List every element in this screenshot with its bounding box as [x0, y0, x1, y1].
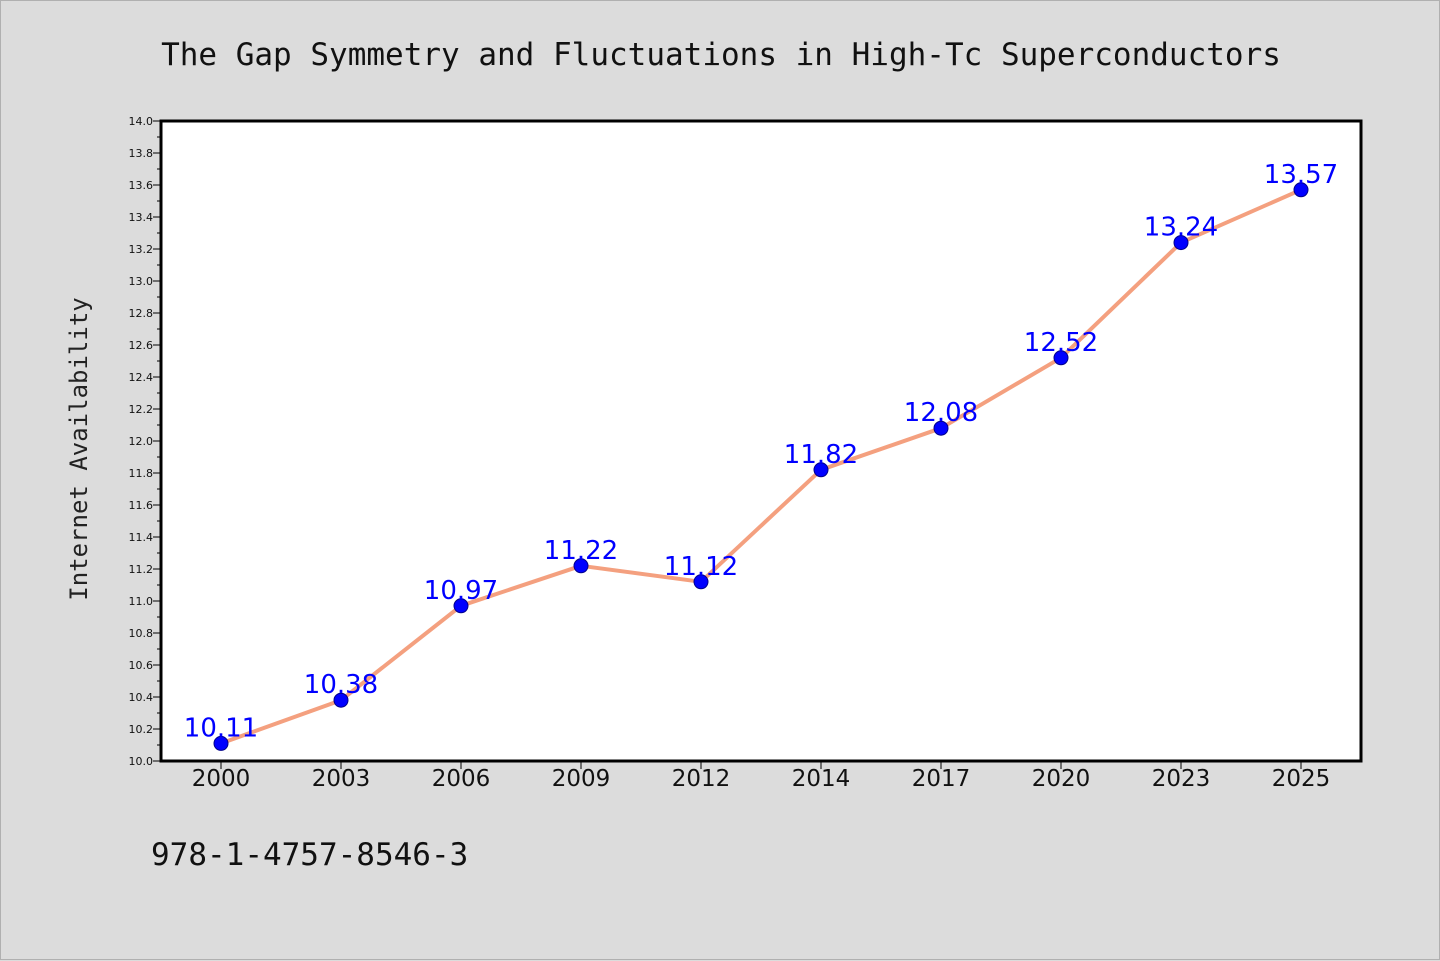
x-tick-label: 2006: [432, 766, 491, 792]
y-tick-label: 14.0: [129, 115, 154, 128]
data-label: 11.82: [784, 440, 858, 470]
y-tick-label: 11.0: [129, 595, 154, 608]
x-tick-label: 2025: [1272, 766, 1331, 792]
data-point: [813, 462, 829, 478]
y-tick-label: 10.0: [129, 755, 154, 768]
data-label: 12.52: [1024, 328, 1098, 358]
x-tick-label: 2017: [912, 766, 971, 792]
data-point: [1173, 235, 1189, 251]
x-tick-label: 2000: [192, 766, 251, 792]
series-line: [220, 187, 1302, 746]
x-tick-label: 2020: [1032, 766, 1091, 792]
series-layer: [213, 182, 1309, 751]
x-tick-label: 2014: [792, 766, 851, 792]
y-tick-label: 10.8: [129, 627, 154, 640]
data-point: [1293, 182, 1309, 198]
y-tick-label: 13.4: [129, 211, 154, 224]
y-tick-label: 11.6: [129, 499, 154, 512]
chart-title: The Gap Symmetry and Fluctuations in Hig…: [161, 37, 1281, 73]
y-axis-label: Internet Availability: [65, 297, 93, 600]
plot-border: [159, 119, 1363, 763]
y-tick-label: 13.6: [129, 179, 154, 192]
x-axis: 2000 2003 2006 2009 2012 2014 2017 2020 2023 2025: [192, 761, 1331, 792]
y-tick-label: 11.2: [129, 563, 154, 576]
data-point: [573, 558, 589, 574]
data-labels: 10.11 10.38 10.97 11.22 11.12 11.82 12.08 12.52…: [184, 160, 1338, 744]
y-tick-label: 12.4: [129, 371, 154, 384]
y-tick-label: 10.4: [129, 691, 154, 704]
y-tick-label: 13.8: [129, 147, 154, 160]
y-tick-label: 13.0: [129, 275, 154, 288]
data-label: 10.38: [304, 670, 378, 700]
x-tick-label: 2023: [1152, 766, 1211, 792]
y-tick-label: 11.4: [129, 531, 154, 544]
y-tick-label: 12.2: [129, 403, 154, 416]
data-label: 13.24: [1144, 213, 1218, 243]
x-tick-label: 2003: [312, 766, 371, 792]
y-axis: 10.0 10.2 10.4 10.6 10.8 11.0 11.2 11.4 11.6 11.8…: [129, 115, 161, 768]
data-label: 11.22: [544, 536, 618, 566]
y-tick-label: 10.2: [129, 723, 154, 736]
data-point: [933, 420, 949, 436]
y-tick-label: 12.0: [129, 435, 154, 448]
data-point: [1053, 350, 1069, 366]
data-label: 11.12: [664, 552, 738, 582]
y-tick-label: 10.6: [129, 659, 154, 672]
data-label: 12.08: [904, 398, 978, 428]
y-tick-label: 13.2: [129, 243, 154, 256]
y-tick-label: 11.8: [129, 467, 154, 480]
data-point: [453, 598, 469, 614]
data-point: [693, 574, 709, 590]
data-label: 10.11: [184, 713, 258, 743]
x-tick-label: 2012: [672, 766, 731, 792]
data-point: [213, 735, 229, 751]
x-tick-label: 2009: [552, 766, 611, 792]
data-label: 10.97: [424, 576, 498, 606]
data-point: [333, 692, 349, 708]
y-tick-label: 12.6: [129, 339, 154, 352]
footer-code: 978-1-4757-8546-3: [151, 837, 468, 873]
data-label: 13.57: [1264, 160, 1338, 190]
y-tick-label: 12.8: [129, 307, 154, 320]
plot-area: [161, 121, 1361, 761]
